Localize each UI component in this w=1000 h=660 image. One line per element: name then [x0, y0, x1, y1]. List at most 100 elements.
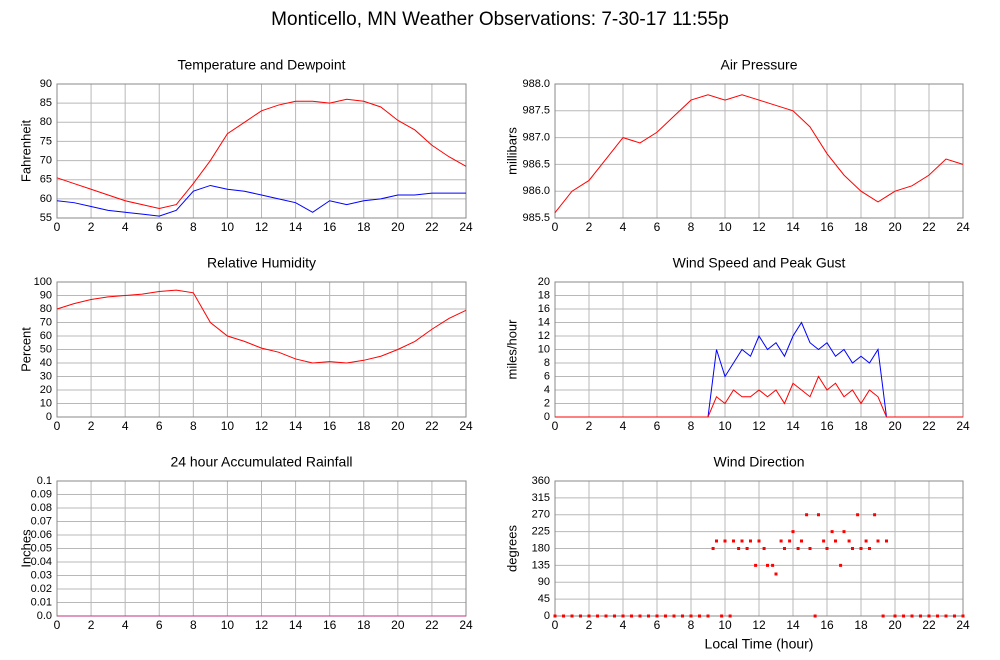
y-tick-label: 0.01 [31, 596, 52, 608]
y-tick-label: 30 [40, 370, 52, 382]
y-tick-label: 986.0 [522, 185, 550, 197]
data-point [902, 614, 905, 618]
data-point [587, 614, 591, 618]
x-tick-label: 16 [820, 220, 834, 234]
data-point [788, 539, 792, 543]
chart-panel: 24 hour Accumulated Rainfall Inches 0.0 0.0… [18, 454, 473, 632]
x-tick-label: 6 [654, 220, 661, 234]
x-tick-label: 12 [752, 220, 766, 234]
x-tick-label: 20 [888, 618, 902, 632]
y-tick-label: 20 [40, 384, 52, 396]
y-tick-label: 80 [40, 303, 52, 315]
data-point [842, 530, 846, 534]
data-point [961, 614, 965, 618]
y-tick-label: 2 [544, 397, 550, 409]
x-tick-label: 18 [357, 220, 371, 234]
data-point [839, 563, 843, 567]
x-tick-label: 2 [88, 618, 95, 632]
data-point [885, 539, 888, 543]
y-tick-label: 8 [544, 357, 550, 369]
plot-frame [554, 281, 964, 418]
y-tick-label: 60 [40, 193, 52, 205]
y-tick-label: 70 [40, 154, 52, 166]
x-tick-label: 16 [820, 419, 834, 433]
y-axis-label: degrees [504, 525, 519, 572]
y-tick-label: 0 [544, 610, 550, 622]
data-point [868, 547, 871, 550]
y-tick-label: 10 [538, 343, 550, 355]
data-point [689, 614, 693, 618]
y-tick-label: 0.1 [37, 475, 52, 487]
data-point [613, 614, 616, 618]
x-tick-label: 22 [425, 419, 439, 433]
chart-title: Wind Direction [713, 454, 804, 470]
data-point [766, 563, 769, 567]
data-point [873, 513, 877, 517]
x-tick-label: 12 [752, 618, 766, 632]
y-tick-label: 50 [40, 343, 52, 355]
y-tick-label: 16 [538, 303, 550, 315]
y-tick-label: 100 [34, 276, 52, 288]
y-axis-label: Fahrenheit [18, 120, 33, 183]
y-tick-label: 225 [532, 526, 550, 538]
data-point [805, 513, 809, 517]
x-tick-label: 8 [190, 419, 197, 433]
x-tick-label: 6 [654, 618, 661, 632]
y-tick-label: 45 [538, 593, 550, 605]
data-point [655, 614, 659, 618]
y-tick-label: 90 [40, 289, 52, 301]
x-tick-label: 4 [122, 220, 129, 234]
x-tick-label: 16 [323, 618, 337, 632]
x-tick-label: 22 [425, 618, 439, 632]
x-tick-label: 6 [156, 419, 163, 433]
x-tick-label: 8 [688, 419, 695, 433]
data-point [762, 547, 766, 550]
y-tick-label: 4 [544, 384, 550, 396]
data-line [56, 184, 466, 217]
x-tick-label: 0 [54, 220, 61, 234]
x-tick-label: 10 [221, 618, 235, 632]
data-point [647, 614, 650, 618]
y-tick-label: 55 [40, 212, 52, 224]
chart-panel: Temperature and DewpointFahrenheit556065… [18, 57, 473, 234]
data-point [881, 614, 885, 618]
x-tick-label: 8 [688, 220, 695, 234]
data-point [876, 539, 880, 543]
x-tick-label: 16 [323, 419, 337, 433]
x-tick-label: 22 [922, 618, 936, 632]
data-point [774, 572, 778, 576]
y-tick-label: 988.0 [522, 78, 550, 90]
x-tick-label: 20 [391, 419, 405, 433]
data-line [554, 94, 964, 213]
x-tick-label: 14 [786, 618, 800, 632]
x-tick-label: 12 [752, 419, 766, 433]
x-tick-label: 10 [718, 419, 732, 433]
data-point [706, 614, 710, 618]
data-point [715, 539, 718, 543]
plot-frame [56, 83, 467, 219]
x-tick-label: 8 [688, 618, 695, 632]
y-tick-label: 90 [538, 576, 550, 588]
chart-panel: Wind Speed and Peak Gustmiles/hour024681… [504, 255, 970, 433]
data-point [749, 539, 752, 543]
y-tick-label: 75 [40, 135, 52, 147]
data-point [859, 547, 863, 550]
x-tick-label: 6 [156, 220, 163, 234]
x-tick-label: 0 [552, 419, 559, 433]
x-tick-label: 20 [391, 220, 405, 234]
y-tick-label: 986.5 [522, 158, 550, 170]
y-tick-label: 360 [532, 475, 550, 487]
data-point [723, 539, 727, 543]
y-tick-label: 987.0 [522, 132, 550, 144]
data-point [711, 547, 715, 550]
y-axis-label: miles/hour [504, 319, 519, 380]
x-tick-label: 14 [289, 419, 303, 433]
y-tick-label: 12 [538, 330, 550, 342]
data-point [621, 614, 625, 618]
x-tick-label: 18 [854, 618, 868, 632]
data-point [698, 614, 701, 618]
x-tick-label: 14 [786, 220, 800, 234]
x-tick-label: 10 [718, 220, 732, 234]
x-tick-label: 14 [786, 419, 800, 433]
data-point [800, 539, 803, 543]
